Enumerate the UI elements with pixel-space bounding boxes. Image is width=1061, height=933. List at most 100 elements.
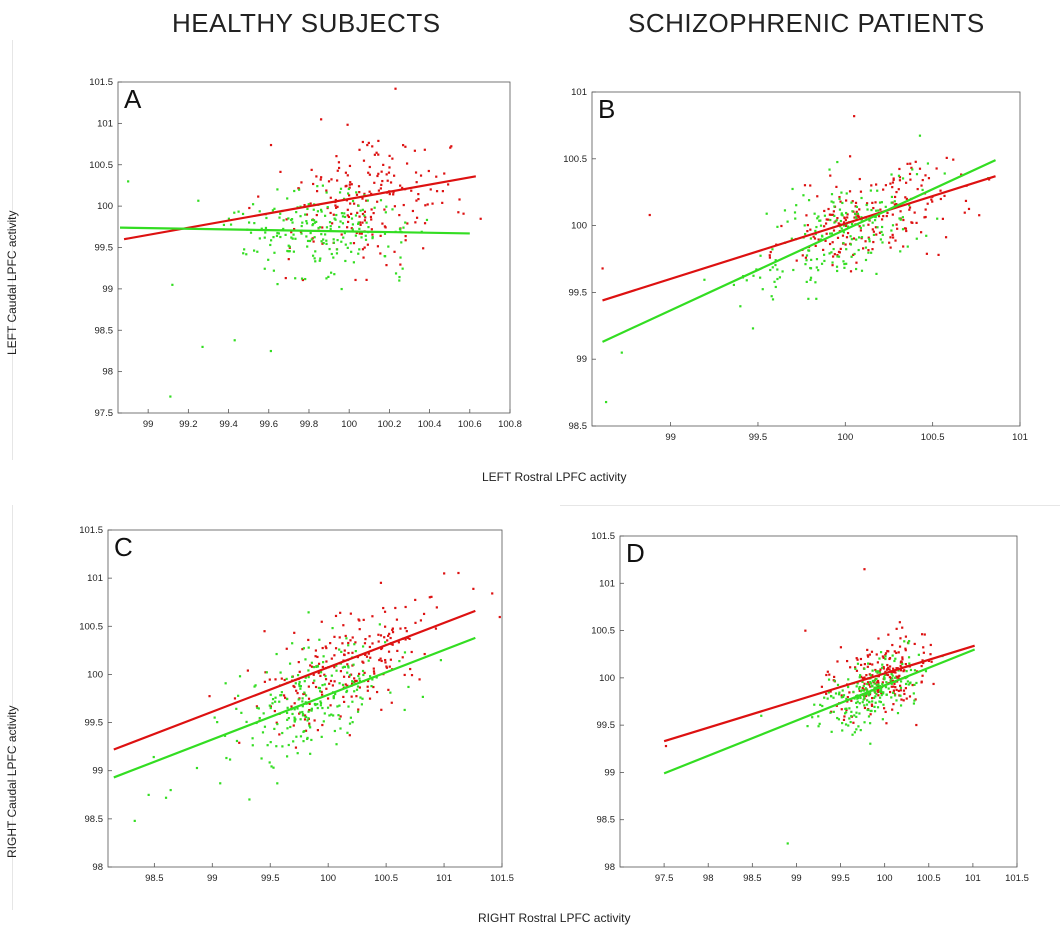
data-point-red xyxy=(355,193,359,196)
data-point-red xyxy=(901,626,904,629)
data-point-red xyxy=(856,658,859,661)
y-tick-label: 101.5 xyxy=(591,531,615,542)
data-point-red xyxy=(401,656,404,659)
data-point-green xyxy=(872,233,876,237)
data-point-red xyxy=(892,177,895,180)
data-point-green xyxy=(909,668,913,672)
data-point-red xyxy=(967,207,971,211)
x-tick-label: 99.5 xyxy=(749,432,768,443)
data-point-green xyxy=(326,706,330,709)
data-point-red xyxy=(315,213,318,217)
data-point-red xyxy=(479,217,482,220)
data-point-green xyxy=(905,670,908,673)
data-point-red xyxy=(356,211,359,214)
x-tick-label: 99 xyxy=(665,432,676,443)
data-point-red xyxy=(903,692,906,696)
data-point-green xyxy=(361,645,365,648)
data-point-green xyxy=(265,216,268,220)
data-point-red xyxy=(366,685,369,688)
data-point-red xyxy=(931,200,934,203)
data-point-green xyxy=(364,238,368,241)
data-point-red xyxy=(424,204,427,207)
data-point-green xyxy=(830,730,833,733)
data-point-red xyxy=(320,620,323,623)
data-point-red xyxy=(862,247,865,250)
data-point-green xyxy=(857,236,861,239)
data-point-green xyxy=(308,724,311,727)
data-point-red xyxy=(275,721,278,724)
data-point-green xyxy=(330,674,333,677)
data-point-green xyxy=(851,210,854,213)
data-point-green xyxy=(319,226,322,229)
data-point-green xyxy=(225,756,228,760)
data-point-green xyxy=(258,210,261,213)
data-point-red xyxy=(871,696,874,700)
x-tick-label: 100.4 xyxy=(418,419,442,430)
data-point-red xyxy=(932,682,935,686)
data-point-green xyxy=(237,694,240,697)
data-point-red xyxy=(353,202,356,205)
y-tick-label: 101 xyxy=(571,87,587,98)
data-point-green xyxy=(355,688,359,691)
data-point-red xyxy=(780,224,783,228)
data-point-red xyxy=(378,658,381,662)
data-point-red xyxy=(347,651,350,655)
data-point-green xyxy=(856,700,859,703)
data-point-green xyxy=(316,703,319,706)
data-point-green xyxy=(860,236,864,239)
data-point-green xyxy=(873,705,876,708)
data-point-red xyxy=(915,723,918,727)
data-point-red xyxy=(889,246,892,249)
data-point-green xyxy=(334,692,337,696)
data-point-red xyxy=(840,708,843,711)
data-point-green xyxy=(340,212,344,215)
data-point-green xyxy=(890,229,893,232)
data-point-red xyxy=(330,657,333,660)
y-tick-label: 100 xyxy=(97,201,113,212)
data-point-green xyxy=(169,788,172,792)
data-point-red xyxy=(876,661,879,664)
data-point-red xyxy=(429,188,432,191)
data-point-green xyxy=(291,712,294,716)
data-point-green xyxy=(335,252,339,255)
data-point-red xyxy=(398,213,401,217)
data-point-red xyxy=(336,179,339,182)
data-point-green xyxy=(353,643,356,646)
data-point-red xyxy=(361,197,364,200)
data-point-green xyxy=(338,225,341,229)
data-point-red xyxy=(329,642,332,645)
data-point-red xyxy=(404,145,407,148)
data-point-red xyxy=(387,634,390,637)
data-point-red xyxy=(346,663,349,666)
data-point-red xyxy=(899,210,902,213)
data-point-green xyxy=(308,239,312,243)
data-point-green xyxy=(325,191,328,194)
data-point-red xyxy=(472,587,475,590)
data-point-green xyxy=(293,719,296,722)
data-point-green xyxy=(291,237,294,240)
x-tick-label: 100 xyxy=(877,873,893,884)
data-point-green xyxy=(819,703,822,706)
data-point-green xyxy=(761,288,764,291)
data-point-green xyxy=(838,691,841,694)
data-point-green xyxy=(881,233,884,236)
data-point-red xyxy=(321,226,324,229)
data-point-green xyxy=(858,685,861,689)
data-point-green xyxy=(275,745,278,748)
data-point-red xyxy=(302,692,305,696)
data-point-green xyxy=(358,248,361,251)
data-point-red xyxy=(768,256,772,259)
data-point-red xyxy=(844,243,847,246)
data-point-red xyxy=(387,650,391,653)
data-point-red xyxy=(885,668,889,671)
data-point-green xyxy=(313,221,317,224)
data-point-green xyxy=(857,248,860,252)
data-point-green xyxy=(865,693,868,696)
data-point-green xyxy=(913,669,917,672)
data-point-green xyxy=(299,718,302,721)
data-point-red xyxy=(839,646,843,649)
data-point-red xyxy=(414,621,417,624)
data-point-green xyxy=(875,209,878,212)
data-point-red xyxy=(334,614,338,618)
